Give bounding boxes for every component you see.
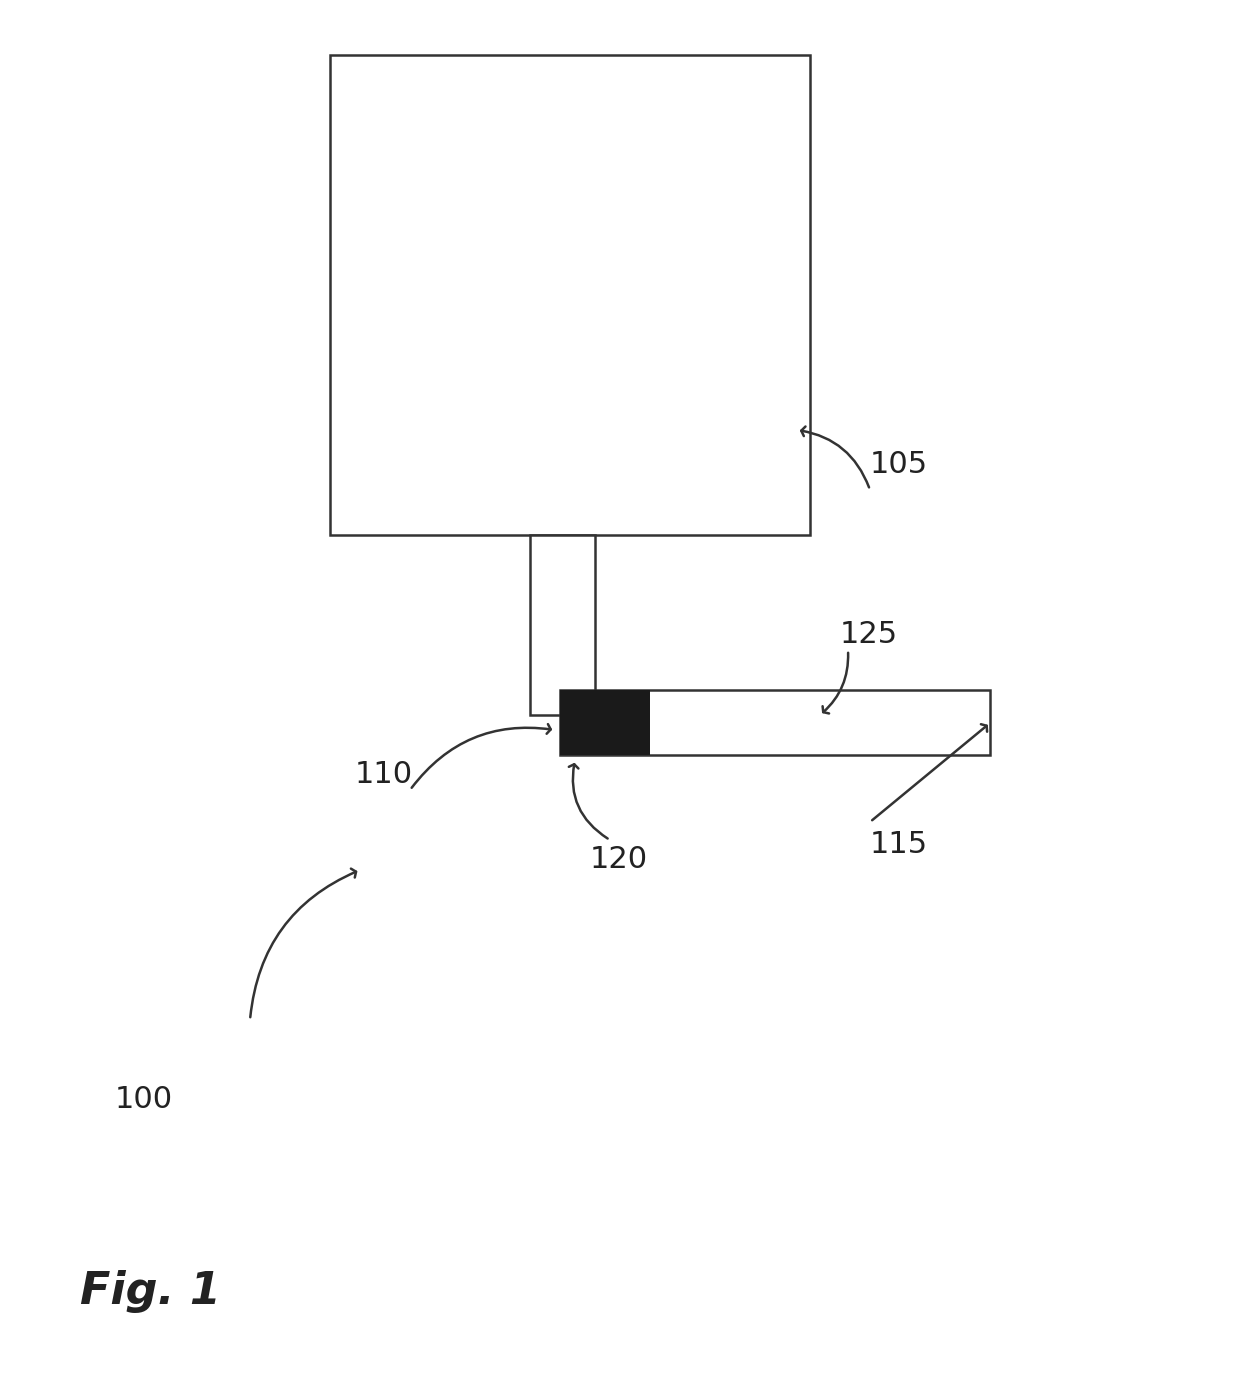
- Text: 125: 125: [839, 620, 898, 649]
- Bar: [529, 535, 595, 716]
- Text: 120: 120: [590, 845, 649, 874]
- Bar: [560, 689, 650, 755]
- Text: Fig. 1: Fig. 1: [81, 1270, 221, 1313]
- Text: 110: 110: [355, 760, 413, 789]
- Text: 100: 100: [115, 1085, 174, 1114]
- Bar: [560, 689, 990, 755]
- Text: 105: 105: [870, 449, 928, 479]
- Bar: [330, 55, 810, 535]
- Text: 115: 115: [870, 829, 928, 859]
